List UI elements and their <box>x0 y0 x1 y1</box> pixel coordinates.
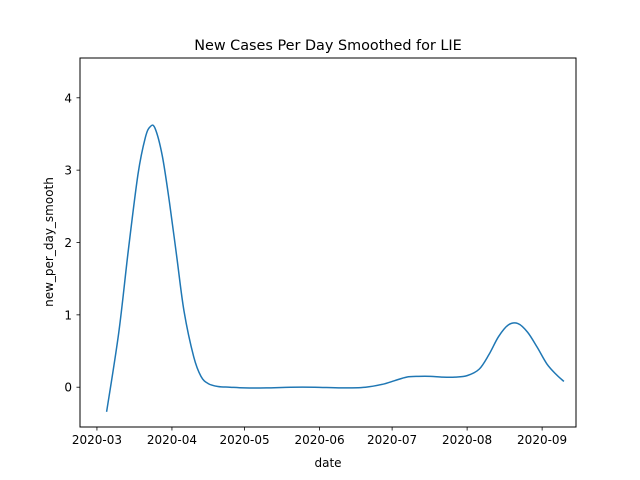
y-tick-label: 3 <box>64 164 72 178</box>
y-tick-label: 2 <box>64 236 72 250</box>
plot-area <box>79 57 577 428</box>
x-axis-label: date <box>314 456 341 470</box>
x-tick-label: 2020-06 <box>294 433 344 447</box>
y-axis: 0 1 2 3 4 <box>64 91 80 395</box>
y-tick-label: 0 <box>64 381 72 395</box>
chart-title: New Cases Per Day Smoothed for LIE <box>194 38 462 54</box>
x-axis: 2020-03 2020-04 2020-05 2020-06 2020-07 2020-… <box>72 427 567 447</box>
x-tick-label: 2020-05 <box>219 433 269 447</box>
x-tick-label: 2020-09 <box>517 433 567 447</box>
y-axis-label: new_per_day_smooth <box>42 177 56 307</box>
y-tick-label: 1 <box>64 308 72 322</box>
x-tick-label: 2020-08 <box>442 433 492 447</box>
x-tick-label: 2020-04 <box>147 433 197 447</box>
x-tick-label: 2020-03 <box>72 433 122 447</box>
y-tick-label: 4 <box>64 91 72 105</box>
series-line <box>105 124 565 412</box>
x-tick-label: 2020-07 <box>367 433 417 447</box>
